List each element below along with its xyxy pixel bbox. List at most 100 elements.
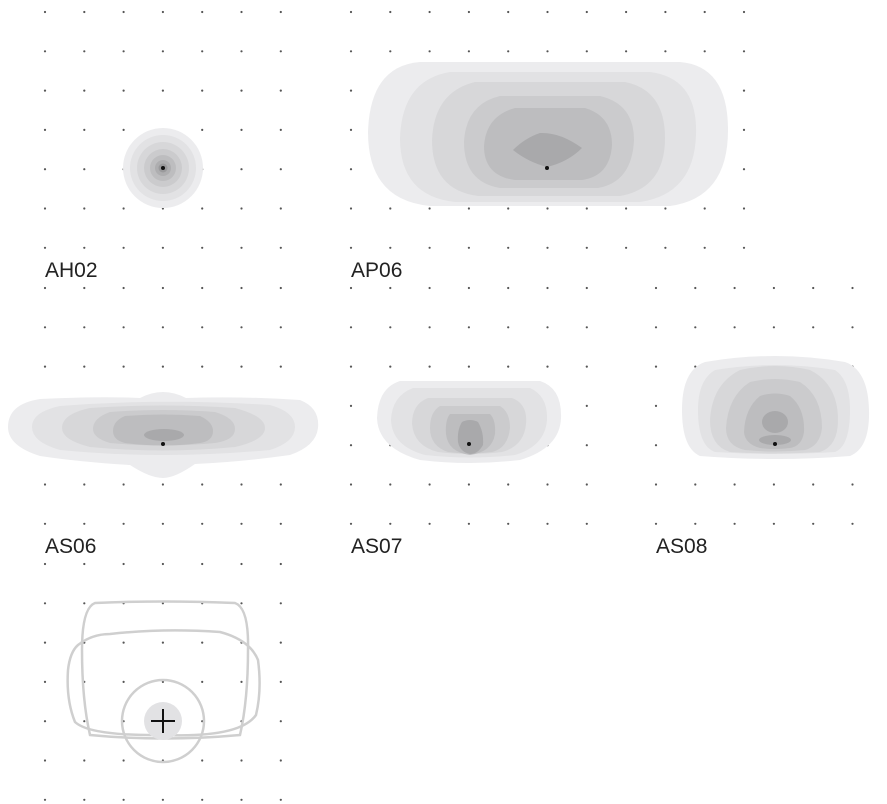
grid-dot bbox=[279, 246, 282, 249]
grid-dot bbox=[83, 326, 86, 329]
grid-dot bbox=[43, 128, 47, 131]
grid-dot bbox=[772, 286, 776, 290]
grid-dot bbox=[546, 207, 549, 210]
grid-dot bbox=[201, 50, 204, 53]
grid-dot bbox=[349, 444, 353, 447]
grid-dot bbox=[161, 641, 164, 644]
grid-dot bbox=[240, 483, 243, 486]
grid-dot bbox=[122, 759, 125, 762]
grid-dot bbox=[664, 10, 667, 14]
grid-dot bbox=[201, 365, 204, 368]
grid-dot bbox=[201, 680, 204, 684]
grid-dot bbox=[83, 89, 86, 92]
grid-dot bbox=[122, 128, 125, 131]
center-dot bbox=[545, 166, 549, 170]
grid-dot bbox=[201, 326, 204, 329]
grid-dot bbox=[240, 89, 243, 92]
grid-dot bbox=[349, 207, 353, 210]
grid-dot bbox=[122, 246, 125, 249]
grid-dot bbox=[43, 798, 47, 801]
grid-dot bbox=[389, 246, 392, 249]
grid-dot bbox=[467, 483, 470, 486]
center-dot bbox=[161, 442, 165, 446]
grid-dot bbox=[83, 286, 86, 290]
grid-dot bbox=[625, 10, 628, 14]
grid-dot bbox=[585, 483, 588, 486]
grid-dot bbox=[507, 483, 510, 486]
grid-dot bbox=[83, 365, 86, 368]
grid-dot bbox=[507, 50, 510, 53]
grid-dot bbox=[43, 246, 47, 249]
grid-dot bbox=[742, 89, 746, 92]
grid-dot bbox=[654, 365, 658, 368]
grid-dot bbox=[279, 483, 282, 486]
outline-as08 bbox=[80, 600, 250, 740]
grid-dot bbox=[122, 562, 125, 566]
grid-dot bbox=[507, 365, 510, 368]
panel-as08: AS08 bbox=[656, 356, 870, 558]
center-dot bbox=[161, 166, 165, 170]
grid-dot bbox=[742, 128, 746, 131]
grid-dot bbox=[349, 326, 353, 329]
crosshair-icon bbox=[151, 709, 175, 733]
grid-dot bbox=[546, 50, 549, 53]
grid-dot bbox=[122, 641, 125, 644]
grid-dot bbox=[733, 483, 736, 486]
grid-dot bbox=[83, 562, 86, 566]
panel-overlay bbox=[66, 600, 261, 764]
grid-dot bbox=[349, 522, 353, 525]
grid-dot bbox=[507, 326, 510, 329]
grid-dot bbox=[349, 168, 353, 171]
grid-dot bbox=[585, 286, 588, 290]
grid-dot bbox=[703, 207, 706, 210]
panel-as06: AS06 bbox=[8, 392, 319, 558]
grid-dot bbox=[279, 168, 282, 171]
grid-dot bbox=[389, 326, 392, 329]
grid-dot bbox=[43, 562, 47, 566]
grid-dot bbox=[654, 404, 658, 407]
grid-dot bbox=[161, 562, 164, 566]
grid-dot bbox=[83, 128, 86, 131]
grid-dot bbox=[279, 641, 282, 644]
grid-dot bbox=[742, 50, 746, 53]
grid-dot bbox=[201, 483, 204, 486]
grid-dot bbox=[546, 10, 549, 14]
grid-dot bbox=[654, 326, 658, 329]
grid-dot bbox=[240, 286, 243, 290]
center-dot bbox=[773, 442, 777, 446]
grid-dot bbox=[812, 326, 815, 329]
grid-dot bbox=[467, 246, 470, 249]
panel-label-ap06: AP06 bbox=[351, 259, 402, 282]
grid-dot bbox=[349, 246, 353, 249]
grid-dot bbox=[122, 680, 125, 684]
panel-label-as08: AS08 bbox=[656, 535, 707, 558]
grid-dot bbox=[122, 89, 125, 92]
grid-dot bbox=[654, 444, 658, 447]
grid-dot bbox=[349, 365, 353, 368]
grid-dot bbox=[279, 720, 282, 723]
grid-dot bbox=[467, 50, 470, 53]
grid-dot bbox=[812, 522, 815, 525]
grid-dot bbox=[43, 286, 47, 290]
grid-dot bbox=[467, 207, 470, 210]
grid-dot bbox=[585, 326, 588, 329]
grid-dot bbox=[428, 286, 431, 290]
grid-dot bbox=[240, 798, 243, 801]
grid-dot bbox=[654, 483, 658, 486]
grid-dot bbox=[201, 89, 204, 92]
grid-dot bbox=[279, 680, 282, 684]
grid-dot bbox=[467, 286, 470, 290]
grid-dot bbox=[43, 602, 47, 605]
grid-dot bbox=[585, 404, 588, 407]
grid-dot bbox=[279, 365, 282, 368]
grid-dot bbox=[279, 50, 282, 53]
panel-label-ah02: AH02 bbox=[45, 259, 98, 282]
panel-ap06: AP06 bbox=[351, 62, 728, 282]
grid-dot bbox=[240, 168, 243, 171]
grid-dot bbox=[851, 326, 854, 329]
grid-dot bbox=[733, 522, 736, 525]
grid-dot bbox=[428, 207, 431, 210]
grid-dot bbox=[43, 168, 47, 171]
grid-dot bbox=[428, 246, 431, 249]
